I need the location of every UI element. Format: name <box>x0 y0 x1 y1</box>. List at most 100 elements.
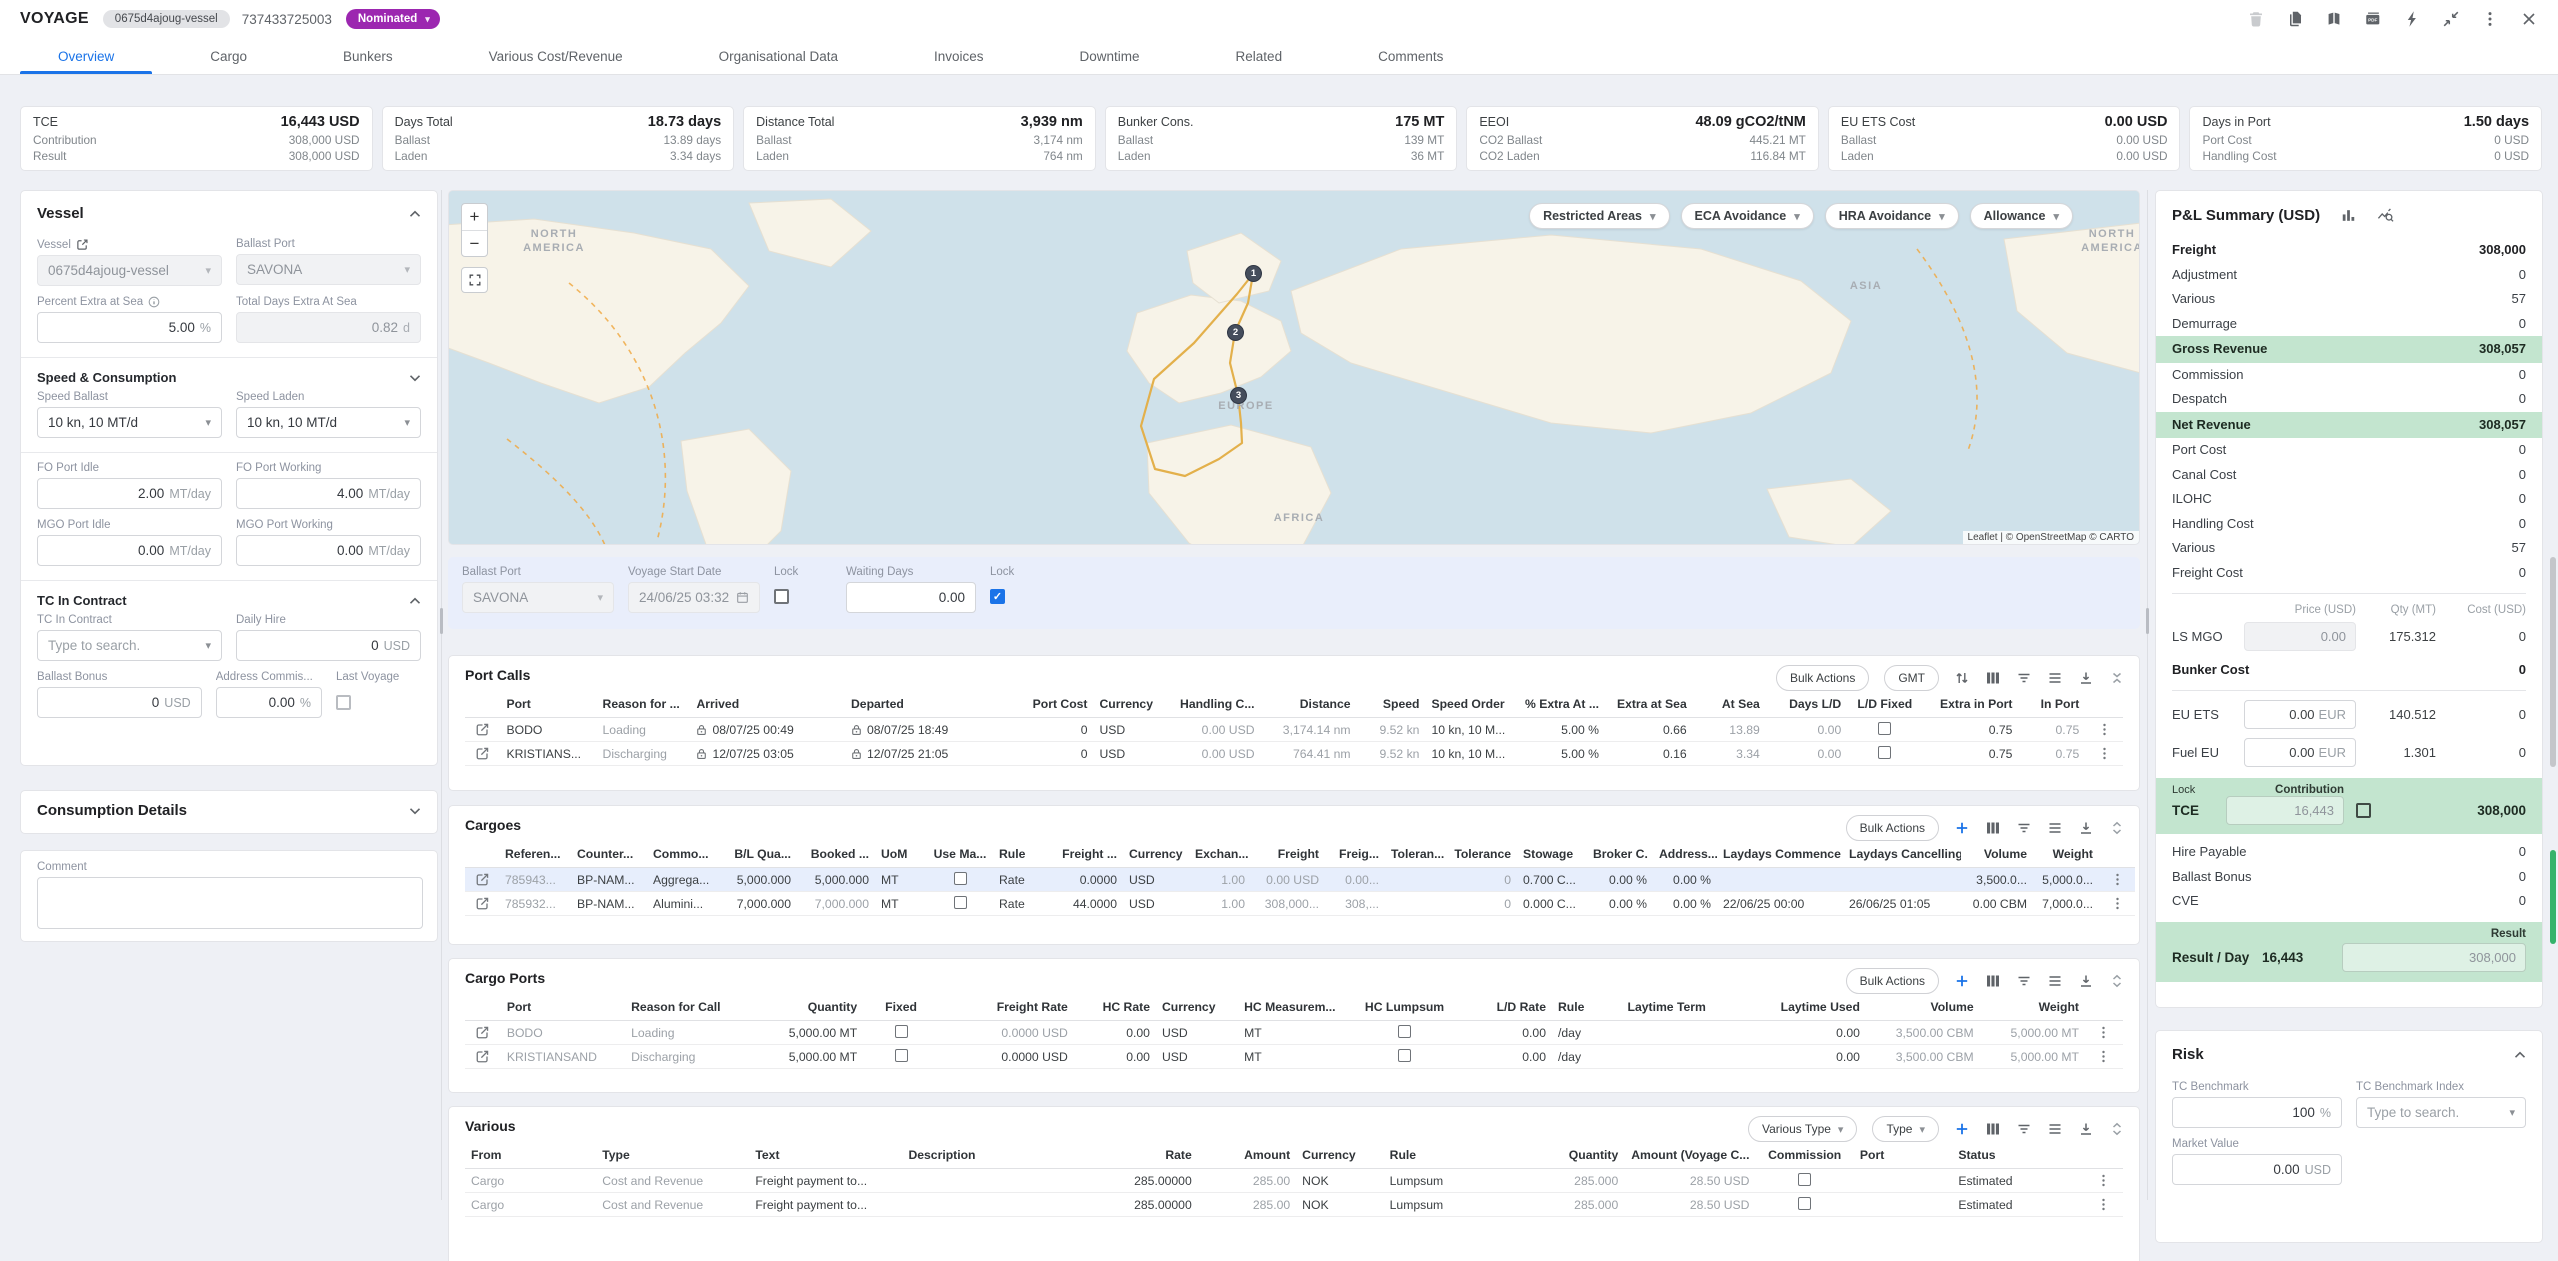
right-resizer-grip[interactable] <box>2146 608 2149 634</box>
column-header[interactable]: Laydays Commence <box>1717 842 1843 868</box>
comment-textarea[interactable] <box>37 877 423 929</box>
eu-ets-price-input[interactable]: 0.00 EUR <box>2244 700 2356 729</box>
column-header[interactable]: Distance <box>1260 692 1357 718</box>
mgo-port-working-input[interactable]: 0.00 MT/day <box>236 535 421 566</box>
status-badge-dropdown[interactable]: Nominated ▾ <box>345 9 440 29</box>
column-header[interactable]: Broker C. <box>1587 842 1653 868</box>
download-icon-button[interactable] <box>2078 973 2094 989</box>
collapse-section-icon[interactable] <box>409 210 421 218</box>
row-menu-icon[interactable] <box>2110 897 2125 911</box>
column-header[interactable]: Currency <box>1123 842 1189 868</box>
daily-hire-input[interactable]: 0 USD <box>236 630 421 661</box>
column-header[interactable] <box>465 842 499 868</box>
column-header[interactable] <box>465 995 501 1021</box>
edit-row-icon[interactable] <box>475 723 490 737</box>
table-row[interactable]: KRISTIANSAND Discharging 5,000.00 MT 0.0000… <box>465 1044 2123 1069</box>
column-header[interactable]: Type <box>596 1143 750 1169</box>
column-header[interactable]: HC Measurem... <box>1238 995 1354 1021</box>
ballast-bonus-input[interactable]: 0 USD <box>37 687 202 718</box>
tab-related[interactable]: Related <box>1235 48 1283 64</box>
cell-checkbox[interactable] <box>894 1024 908 1038</box>
column-header[interactable]: Extra in Port <box>1922 692 2019 718</box>
column-header[interactable]: Rule <box>1383 1143 1526 1169</box>
table-row[interactable]: 785943... BP-NAM... Aggrega... 5,000.000 5,0… <box>465 867 2135 892</box>
column-header[interactable] <box>465 692 501 718</box>
speed-laden-select[interactable]: 10 kn, 10 MT/d ▾ <box>236 407 421 438</box>
edit-row-icon[interactable] <box>475 873 490 887</box>
chevron-down-icon[interactable] <box>409 374 421 382</box>
column-header[interactable]: At Sea <box>1692 692 1766 718</box>
analyze-trend-icon[interactable] <box>2377 207 2394 224</box>
column-header[interactable] <box>2085 692 2123 718</box>
speed-ballast-select[interactable]: 10 kn, 10 MT/d ▾ <box>37 407 222 438</box>
bulk-actions-button[interactable]: Bulk Actions <box>1845 968 1939 994</box>
column-header[interactable]: Weight <box>1979 995 2085 1021</box>
row-menu-icon[interactable] <box>2096 1026 2111 1040</box>
fit-bounds-button[interactable] <box>461 267 488 293</box>
filter-icon-button[interactable] <box>2016 1121 2032 1137</box>
column-header[interactable]: Exchan... <box>1189 842 1251 868</box>
column-header[interactable]: Volume <box>1961 842 2033 868</box>
row-menu-icon[interactable] <box>2110 873 2125 887</box>
columns-icon-button[interactable] <box>1985 973 2001 989</box>
tab-invoices[interactable]: Invoices <box>933 48 984 64</box>
column-header[interactable]: Status <box>1952 1143 2084 1169</box>
download-icon-button[interactable] <box>2078 1121 2094 1137</box>
right-panel-resizer[interactable] <box>2147 190 2148 1200</box>
cell-checkbox[interactable] <box>1398 1048 1412 1062</box>
close-icon[interactable] <box>2520 10 2538 28</box>
column-header[interactable]: HC Lumpsum <box>1353 995 1456 1021</box>
columns-icon-button[interactable] <box>1985 820 2001 836</box>
column-header[interactable]: Counter... <box>571 842 647 868</box>
column-header[interactable]: Laytime Term <box>1621 995 1757 1021</box>
delete-icon[interactable] <box>2247 10 2265 28</box>
map-pill-restricted-areas[interactable]: Restricted Areas ▾ <box>1529 203 1670 229</box>
column-header[interactable]: L/D Rate <box>1455 995 1552 1021</box>
density-icon-button[interactable] <box>2047 670 2063 686</box>
add-row-button[interactable] <box>1954 820 1970 836</box>
various-type-button[interactable]: Various Type ▾ <box>1747 1116 1858 1142</box>
filter-icon-button[interactable] <box>2016 973 2032 989</box>
column-header[interactable]: Rate <box>1066 1143 1198 1169</box>
tab-comments[interactable]: Comments <box>1378 48 1444 64</box>
fo-port-working-input[interactable]: 4.00 MT/day <box>236 478 421 509</box>
bulk-actions-button[interactable]: Bulk Actions <box>1775 665 1870 691</box>
column-header[interactable]: Currency <box>1093 692 1169 718</box>
tc-in-contract-select[interactable]: Type to search. ▾ <box>37 630 222 661</box>
column-header[interactable]: Quantity <box>749 995 864 1021</box>
column-header[interactable]: Currency <box>1296 1143 1384 1169</box>
cell-checkbox[interactable] <box>894 1048 908 1062</box>
column-header[interactable]: Port <box>500 995 626 1021</box>
tab-overview[interactable]: Overview <box>10 38 162 74</box>
column-header[interactable]: From <box>465 1143 597 1169</box>
tc-benchmark-input[interactable]: 100% <box>2172 1097 2342 1128</box>
bulk-actions-button[interactable]: Bulk Actions <box>1845 815 1939 841</box>
pdf-export-icon[interactable]: PDF <box>2364 10 2382 28</box>
column-header[interactable]: Days L/D <box>1765 692 1848 718</box>
external-link-icon[interactable] <box>76 238 89 251</box>
table-row[interactable]: KRISTIANS... Discharging 12/07/25 03:05 12/… <box>465 741 2123 766</box>
mgo-port-idle-input[interactable]: 0.00 MT/day <box>37 535 222 566</box>
column-header[interactable]: In Port <box>2018 692 2086 718</box>
add-row-button[interactable] <box>1954 973 1970 989</box>
column-header[interactable]: Port <box>1853 1143 1953 1169</box>
table-row[interactable]: Cargo Cost and Revenue Freight payment to.… <box>465 1168 2123 1193</box>
edit-row-icon[interactable] <box>475 1026 490 1040</box>
density-icon-button[interactable] <box>2047 820 2063 836</box>
column-header[interactable]: Reason for ... <box>596 692 691 718</box>
column-header[interactable]: Use Ma... <box>927 842 993 868</box>
cell-checkbox[interactable] <box>953 895 967 909</box>
map-pill-hra-avoidance[interactable]: HRA Avoidance ▾ <box>1824 203 1959 229</box>
column-header[interactable]: Volume <box>1865 995 1980 1021</box>
port-marker-2[interactable]: 2 <box>1227 324 1244 341</box>
expand-icon-button[interactable] <box>2109 1121 2125 1137</box>
row-menu-icon[interactable] <box>2097 747 2112 761</box>
density-icon-button[interactable] <box>2047 1121 2063 1137</box>
cell-checkbox[interactable] <box>1878 721 1892 735</box>
column-header[interactable]: Arrived <box>690 692 845 718</box>
tce-lock-checkbox[interactable] <box>2356 803 2371 818</box>
left-panel-resizer[interactable] <box>441 190 442 1200</box>
address-commission-input[interactable]: 0.00% <box>215 687 322 718</box>
table-row[interactable]: BODO Loading 08/07/25 00:49 08/07/25 18:49 0… <box>465 717 2123 742</box>
table-row[interactable]: Cargo Cost and Revenue Freight payment to.… <box>465 1192 2123 1217</box>
